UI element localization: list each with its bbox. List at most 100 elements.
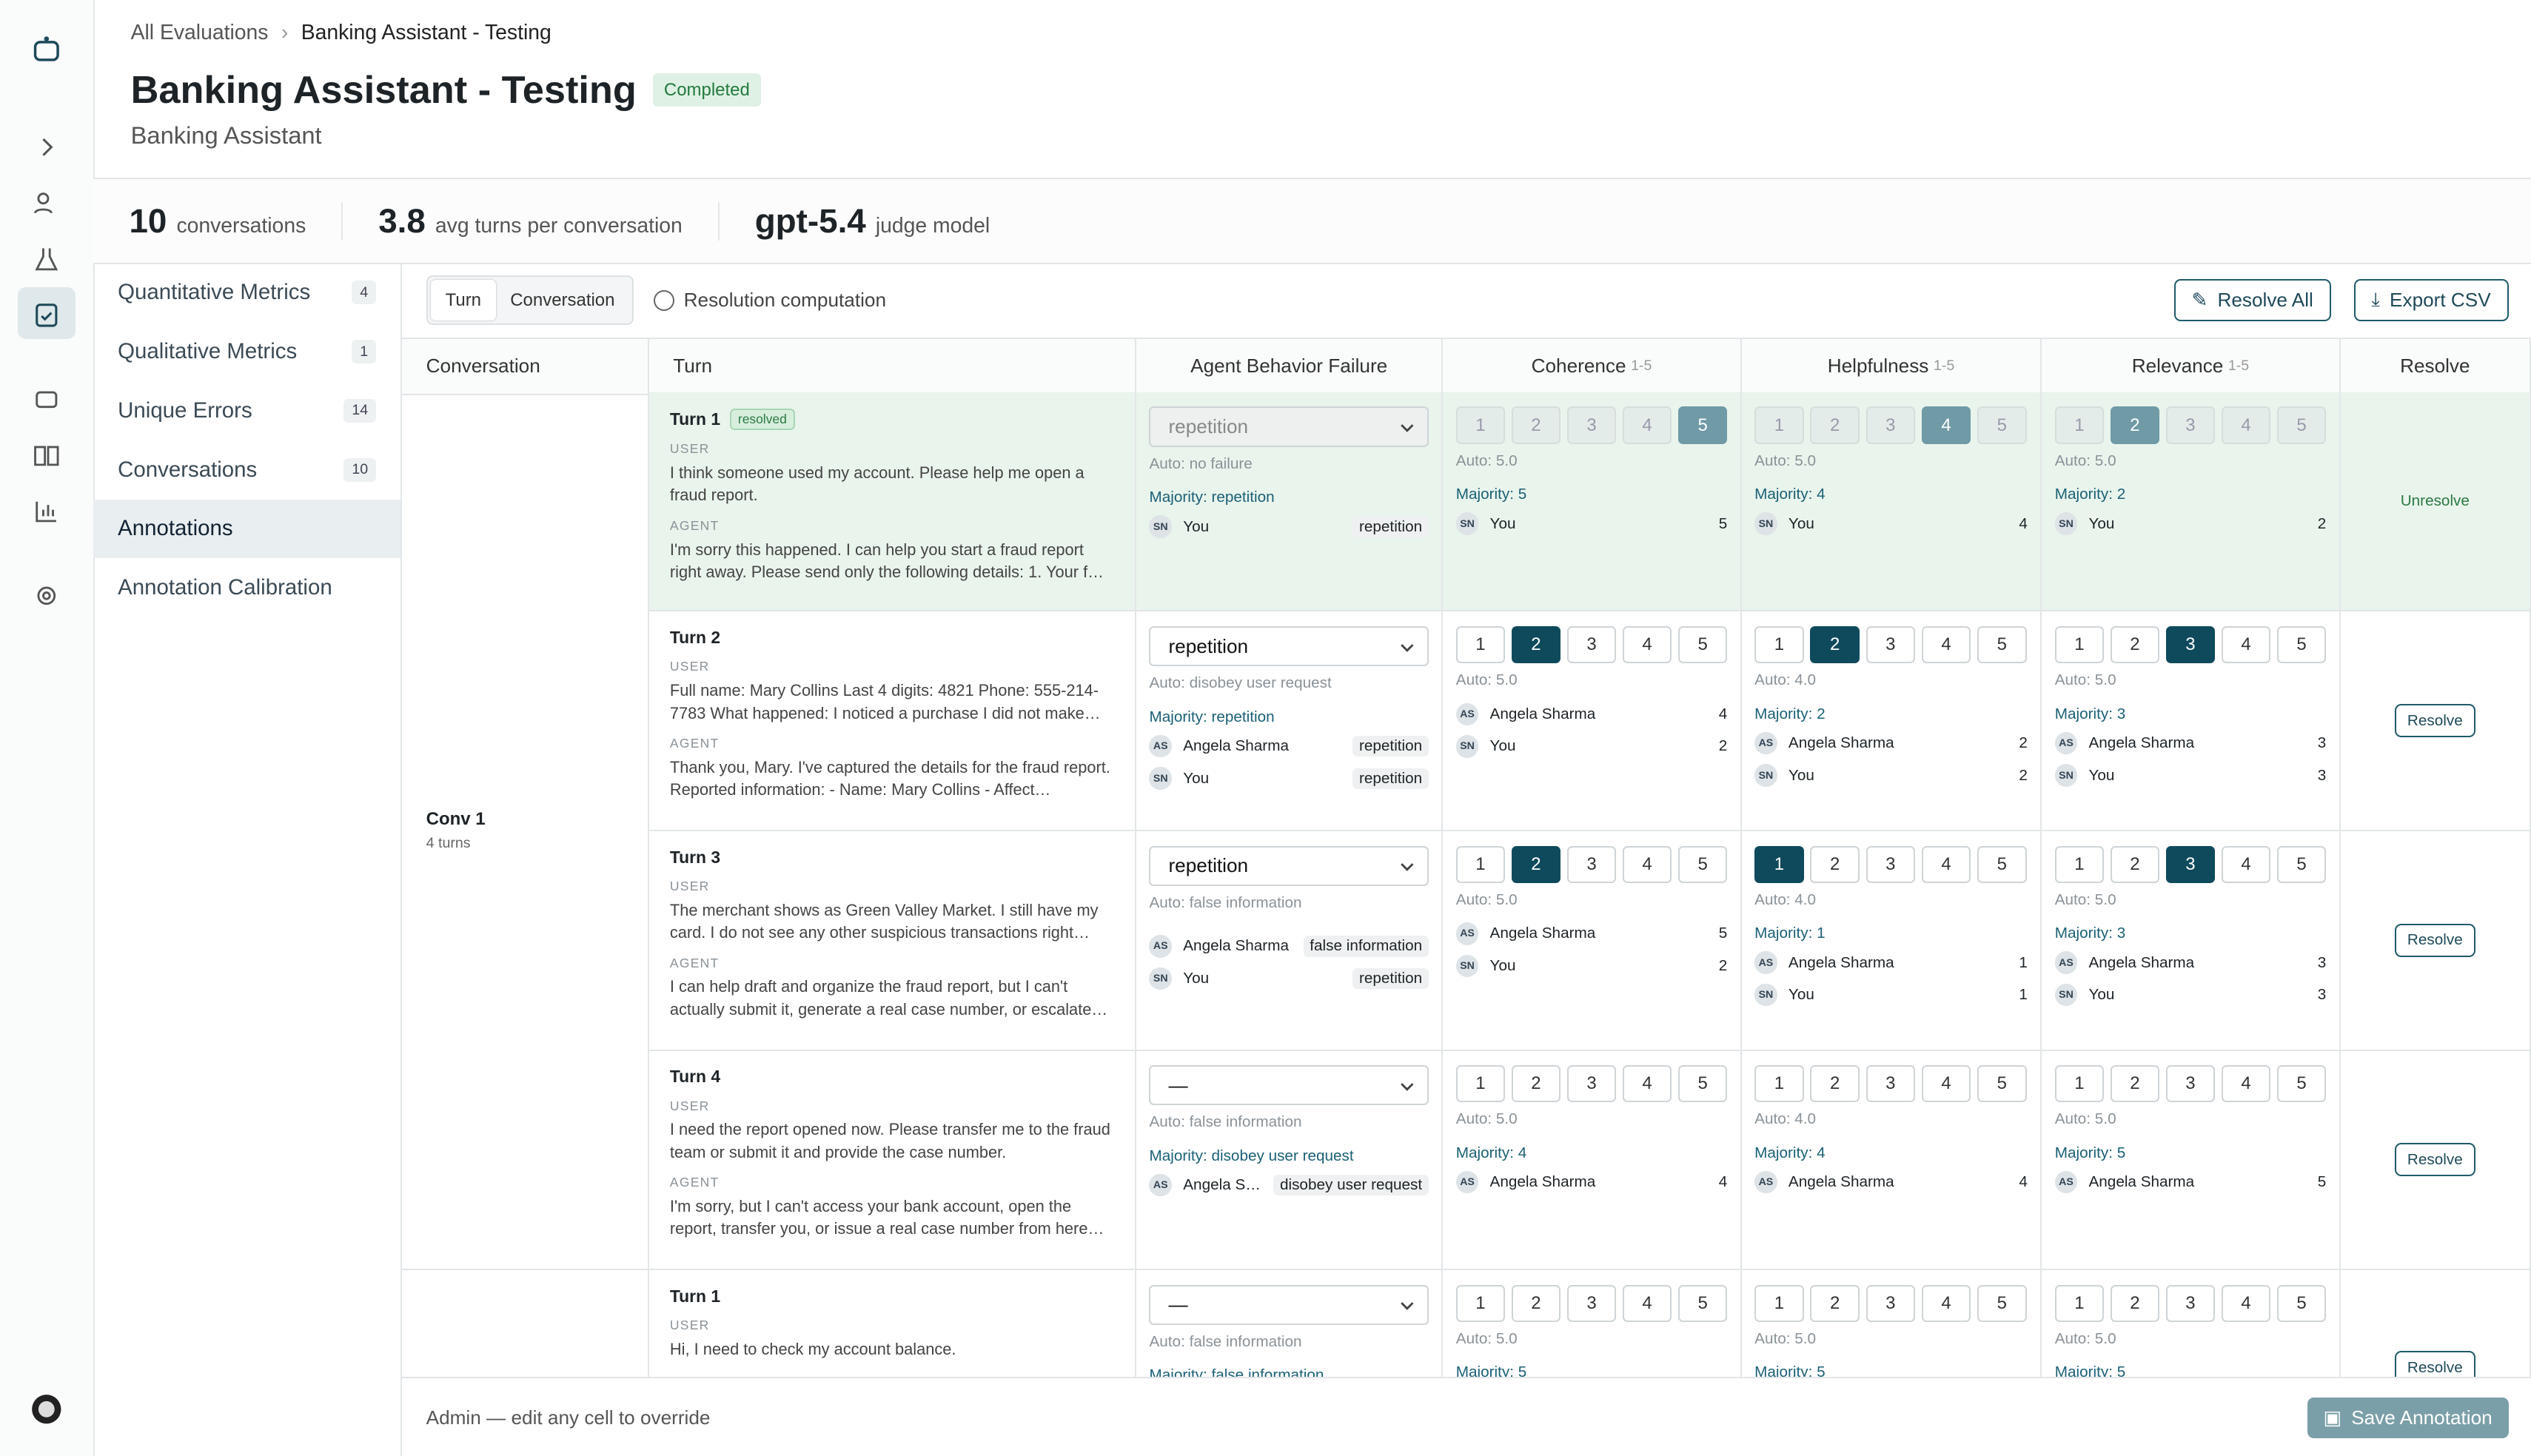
score-button[interactable]: 1 xyxy=(1455,1065,1506,1103)
score-button[interactable]: 4 xyxy=(1921,845,1971,883)
score-button[interactable]: 4 xyxy=(1622,1065,1672,1103)
score-button[interactable]: 5 xyxy=(1677,626,1728,664)
score-button[interactable]: 1 xyxy=(1754,845,1804,883)
chart-icon[interactable] xyxy=(30,495,63,528)
score-button[interactable]: 1 xyxy=(2054,1284,2105,1322)
score-button[interactable]: 3 xyxy=(1566,845,1617,883)
settings-icon[interactable] xyxy=(30,580,63,612)
bot-icon[interactable] xyxy=(30,383,63,415)
failure-select[interactable]: repetition xyxy=(1149,626,1429,667)
score-button[interactable]: 1 xyxy=(2054,406,2105,444)
score-button[interactable]: 3 xyxy=(1865,845,1916,883)
score-button[interactable]: 3 xyxy=(2165,1284,2216,1322)
score-button[interactable]: 3 xyxy=(1865,1065,1916,1103)
score-button[interactable]: 3 xyxy=(2165,1065,2216,1103)
score-button[interactable]: 5 xyxy=(2276,1284,2327,1322)
score-button[interactable]: 4 xyxy=(1921,1065,1971,1103)
score-button[interactable]: 3 xyxy=(2165,845,2216,883)
score-button[interactable]: 2 xyxy=(2110,626,2160,664)
failure-select[interactable]: — xyxy=(1149,1284,1429,1325)
score-button[interactable]: 5 xyxy=(1977,1284,2027,1322)
score-button[interactable]: 5 xyxy=(1677,1065,1728,1103)
score-button[interactable]: 5 xyxy=(1677,406,1728,444)
resolve-button[interactable]: Resolve xyxy=(2394,1351,2475,1377)
score-button[interactable]: 5 xyxy=(2276,845,2327,883)
users-icon[interactable] xyxy=(30,187,63,220)
score-button[interactable]: 4 xyxy=(2221,1284,2271,1322)
nav-item[interactable]: Annotations xyxy=(93,499,400,559)
score-button[interactable]: 5 xyxy=(1977,1065,2027,1103)
score-button[interactable]: 4 xyxy=(1921,1284,1971,1322)
score-button[interactable]: 4 xyxy=(1622,406,1672,444)
score-button[interactable]: 2 xyxy=(2110,1284,2160,1322)
score-button[interactable]: 3 xyxy=(1566,1065,1617,1103)
breadcrumb-link[interactable]: All Evaluations xyxy=(130,21,269,45)
score-button[interactable]: 3 xyxy=(1865,406,1916,444)
score-button[interactable]: 2 xyxy=(1810,406,1860,444)
score-button[interactable]: 2 xyxy=(1511,406,1561,444)
score-button[interactable]: 2 xyxy=(1810,845,1860,883)
score-button[interactable]: 5 xyxy=(1977,626,2027,664)
score-button[interactable]: 2 xyxy=(1511,845,1561,883)
score-button[interactable]: 2 xyxy=(1810,1284,1860,1322)
expand-icon[interactable] xyxy=(30,131,63,164)
failure-select[interactable]: — xyxy=(1149,1065,1429,1106)
score-button[interactable]: 4 xyxy=(1622,845,1672,883)
book-icon[interactable] xyxy=(30,439,63,472)
nav-item[interactable]: Qualitative Metrics 1 xyxy=(93,322,400,381)
score-button[interactable]: 3 xyxy=(2165,406,2216,444)
score-button[interactable]: 3 xyxy=(2165,626,2216,664)
score-button[interactable]: 5 xyxy=(2276,406,2327,444)
score-button[interactable]: 1 xyxy=(1754,1284,1804,1322)
score-button[interactable]: 4 xyxy=(2221,626,2271,664)
unresolve-link[interactable]: Unresolve xyxy=(2400,492,2470,510)
score-button[interactable]: 3 xyxy=(1566,1284,1617,1322)
score-button[interactable]: 2 xyxy=(1511,1284,1561,1322)
tab[interactable]: Conversation xyxy=(510,289,615,310)
score-button[interactable]: 3 xyxy=(1566,626,1617,664)
score-button[interactable]: 5 xyxy=(2276,1065,2327,1103)
score-button[interactable]: 5 xyxy=(1977,845,2027,883)
score-button[interactable]: 4 xyxy=(1921,626,1971,664)
resolve-all-button[interactable]: ✎ Resolve All xyxy=(2173,279,2331,321)
score-button[interactable]: 4 xyxy=(1921,406,1971,444)
score-button[interactable]: 1 xyxy=(2054,626,2105,664)
score-button[interactable]: 4 xyxy=(2221,845,2271,883)
resolve-button[interactable]: Resolve xyxy=(2394,1143,2475,1177)
score-button[interactable]: 2 xyxy=(1511,626,1561,664)
score-button[interactable]: 4 xyxy=(2221,1065,2271,1103)
nav-item[interactable]: Annotation Calibration xyxy=(93,558,400,617)
export-button[interactable]: ⤓ Export CSV xyxy=(2353,279,2509,321)
score-button[interactable]: 2 xyxy=(2110,1065,2160,1103)
avatar[interactable] xyxy=(30,1393,63,1426)
score-button[interactable]: 2 xyxy=(2110,406,2160,444)
score-button[interactable]: 1 xyxy=(1455,845,1506,883)
score-button[interactable]: 1 xyxy=(1754,1065,1804,1103)
nav-item[interactable]: Conversations 10 xyxy=(93,440,400,500)
failure-select[interactable]: repetition xyxy=(1149,845,1429,886)
score-button[interactable]: 5 xyxy=(1677,1284,1728,1322)
score-button[interactable]: 4 xyxy=(1622,626,1672,664)
score-button[interactable]: 1 xyxy=(1455,406,1506,444)
score-button[interactable]: 1 xyxy=(2054,1065,2105,1103)
save-button[interactable]: ▣ Save Annotation xyxy=(2307,1398,2509,1438)
resolve-button[interactable]: Resolve xyxy=(2394,703,2475,738)
flask-icon[interactable] xyxy=(30,244,63,276)
score-button[interactable]: 2 xyxy=(2110,845,2160,883)
failure-select[interactable]: repetition xyxy=(1149,406,1429,447)
score-button[interactable]: 3 xyxy=(1865,626,1916,664)
clipboard-icon[interactable] xyxy=(30,298,63,331)
nav-item[interactable]: Unique Errors 14 xyxy=(93,381,400,440)
score-button[interactable]: 1 xyxy=(2054,845,2105,883)
score-button[interactable]: 2 xyxy=(1810,1065,1860,1103)
score-button[interactable]: 1 xyxy=(1455,626,1506,664)
tab[interactable]: Turn xyxy=(431,280,496,321)
score-button[interactable]: 3 xyxy=(1566,406,1617,444)
score-button[interactable]: 2 xyxy=(1810,626,1860,664)
info[interactable]: Resolution computation xyxy=(653,289,886,312)
nav-item[interactable]: Quantitative Metrics 4 xyxy=(93,263,400,322)
score-button[interactable]: 5 xyxy=(1977,406,2027,444)
score-button[interactable]: 2 xyxy=(1511,1065,1561,1103)
score-button[interactable]: 1 xyxy=(1754,406,1804,444)
score-button[interactable]: 5 xyxy=(1677,845,1728,883)
